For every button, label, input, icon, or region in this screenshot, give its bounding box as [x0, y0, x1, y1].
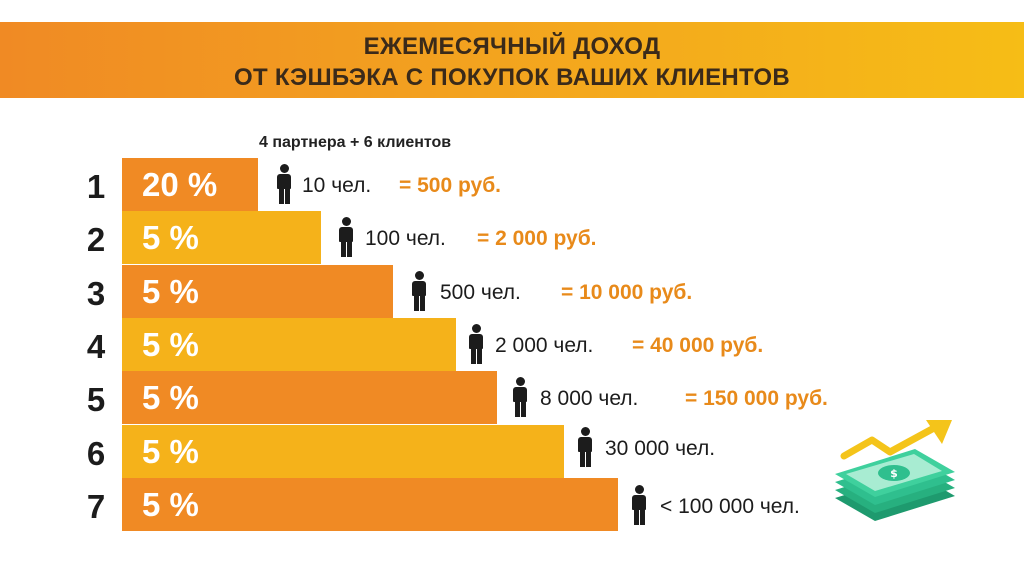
level-percent: 5 % — [142, 273, 199, 310]
income-value: = 500 руб. — [399, 174, 502, 197]
level-percent: 5 % — [142, 326, 199, 363]
income-value: = 10 000 руб. — [561, 281, 693, 304]
header-title-line2: ОТ КЭШБЭКА С ПОКУПОК ВАШИХ КЛИЕНТОВ — [234, 64, 790, 91]
level-bar — [122, 318, 456, 371]
svg-text:$: $ — [890, 467, 898, 480]
income-value: = 150 000 руб. — [685, 387, 828, 410]
people-count: 100 чел. — [365, 227, 446, 250]
level-bar — [122, 371, 497, 424]
level-percent: 5 % — [142, 219, 199, 256]
level-percent: 5 % — [142, 379, 199, 416]
income-value: = 2 000 руб. — [477, 227, 597, 250]
header-banner: ЕЖЕМЕСЯЧНЫЙ ДОХОД ОТ КЭШБЭКА С ПОКУПОК В… — [0, 22, 1024, 98]
person-icon — [411, 271, 427, 311]
level-number: 4 — [86, 328, 106, 365]
growth-arrow-icon — [840, 420, 952, 460]
header-title-line1: ЕЖЕМЕСЯЧНЫЙ ДОХОД — [363, 33, 661, 60]
level-bar — [122, 478, 618, 531]
structure-note: 4 партнера + 6 клиентов — [259, 134, 452, 151]
level-percent: 20 % — [142, 166, 218, 203]
person-icon — [468, 324, 484, 364]
people-count: 2 000 чел. — [495, 334, 594, 357]
person-icon — [577, 427, 593, 467]
level-number: 5 — [86, 381, 106, 418]
level-number: 7 — [86, 488, 106, 525]
people-count: 8 000 чел. — [540, 387, 639, 410]
people-count: < 100 000 чел. — [660, 495, 800, 518]
level-percent: 5 % — [142, 433, 199, 470]
income-value: = 40 000 руб. — [632, 334, 764, 357]
person-icon — [276, 164, 292, 204]
level-number: 2 — [86, 221, 106, 258]
level-bar — [122, 425, 564, 478]
level-percent: 5 % — [142, 486, 199, 523]
level-number: 3 — [86, 275, 106, 312]
level-bar — [122, 158, 258, 211]
level-bar — [122, 265, 393, 318]
people-count: 10 чел. — [302, 174, 372, 197]
person-icon — [338, 217, 354, 257]
person-icon — [512, 377, 528, 417]
money-stack-icon: $ — [835, 420, 955, 521]
person-icon — [631, 485, 647, 525]
money-bills: $ — [835, 449, 955, 521]
level-number: 6 — [86, 435, 106, 472]
people-count: 30 000 чел. — [605, 437, 716, 460]
people-count: 500 чел. — [440, 281, 521, 304]
level-bar — [122, 211, 321, 264]
level-number: 1 — [86, 168, 106, 205]
